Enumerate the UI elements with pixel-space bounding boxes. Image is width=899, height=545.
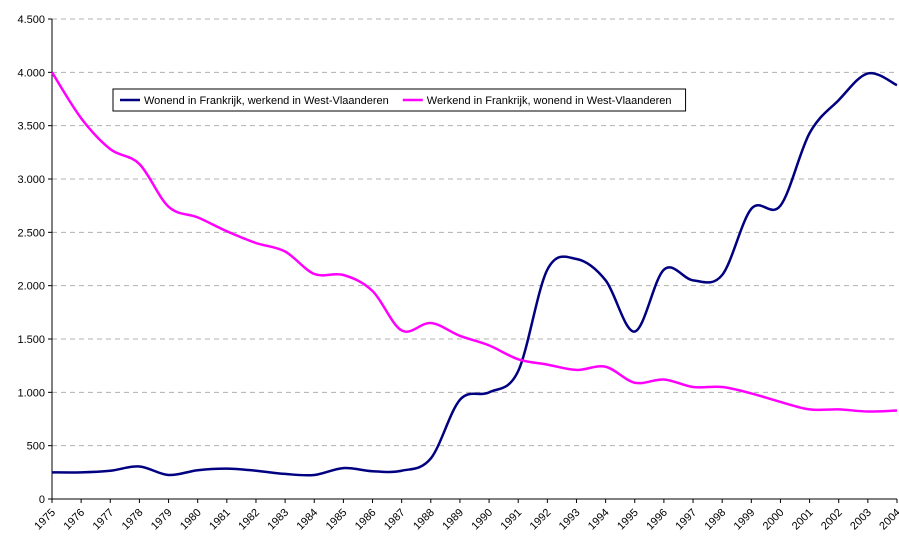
x-tick-label: 1984 [295,507,321,533]
x-tick-label: 1999 [732,507,758,533]
legend-label: Werkend in Frankrijk, wonend in West-Vla… [427,95,672,107]
y-tick-label: 500 [27,441,45,453]
x-tick-label: 1982 [236,507,262,533]
x-tick-label: 1981 [207,507,233,533]
y-tick-label: 4.000 [17,67,45,79]
x-tick-label: 1980 [178,507,204,533]
x-tick-label: 1991 [499,507,525,533]
x-tick-label: 1997 [673,507,699,533]
x-tick-label: 2003 [848,507,874,533]
x-tick-label: 1990 [469,507,495,533]
x-tick-label: 1993 [557,507,583,533]
y-tick-label: 3.500 [17,121,45,133]
x-tick-label: 1995 [615,507,641,533]
legend: Wonend in Frankrijk, werkend in West-Vla… [112,88,687,112]
x-tick-label: 1985 [324,507,350,533]
x-tick-label: 1989 [440,507,466,533]
y-tick-label: 4.500 [17,14,45,26]
x-tick-label: 1977 [91,507,117,533]
x-tick-label: 1998 [702,507,728,533]
legend-box [112,88,687,112]
x-tick-label: 2000 [761,507,787,533]
x-tick-label: 1976 [61,507,87,533]
x-tick-label: 2001 [790,507,816,533]
x-tick-label: 1978 [120,507,146,533]
x-tick-label: 1994 [586,507,612,533]
y-tick-label: 2.000 [17,281,45,293]
x-tick-label: 1979 [149,507,175,533]
x-tick-label: 1988 [411,507,437,533]
y-tick-label: 3.000 [17,174,45,186]
x-tick-label: 2002 [819,507,845,533]
x-tick-label: 2004 [877,507,899,533]
line-series [51,71,898,477]
y-tick-label: 1.000 [17,387,45,399]
x-tick-label: 1986 [353,507,379,533]
y-tick-label: 1.500 [17,334,45,346]
x-tick-label: 1983 [265,507,291,533]
x-tick-label: 1987 [382,507,408,533]
legend-label: Wonend in Frankrijk, werkend in West-Vla… [144,95,389,107]
y-tick-label: 2.500 [17,227,45,239]
line-series [50,71,898,413]
x-tick-label: 1996 [644,507,670,533]
y-tick-label: 0 [39,494,45,506]
x-tick-label: 1992 [528,507,554,533]
x-tick-label: 1975 [32,507,58,533]
